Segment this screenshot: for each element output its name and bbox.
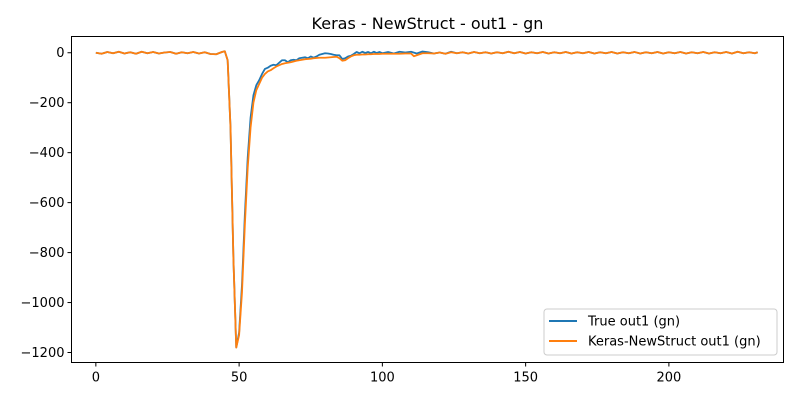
legend-label-true: True out1 (gn) — [587, 315, 680, 330]
y-tick-label: 0 — [56, 46, 64, 61]
series-line-1 — [95, 50, 759, 349]
plot-area — [71, 36, 784, 363]
legend-label-keras: Keras-NewStruct out1 (gn) — [588, 335, 761, 350]
y-tick-label: −600 — [29, 196, 65, 211]
y-tick-label: −1200 — [21, 346, 65, 361]
y-tick-label: −400 — [29, 146, 65, 161]
series-lines — [95, 50, 759, 349]
x-tick-label: 150 — [513, 371, 538, 386]
x-tick-label: 200 — [656, 371, 681, 386]
y-tick-label: −800 — [29, 246, 65, 261]
legend: True out1 (gn) Keras-NewStruct out1 (gn) — [543, 308, 778, 356]
axes — [71, 36, 784, 363]
chart-title: Keras - NewStruct - out1 - gn — [312, 14, 544, 33]
legend-box — [543, 308, 778, 356]
y-axis-ticks: 0 −200 −400 −600 −800 −1000 −1200 — [21, 46, 72, 361]
y-tick-label: −200 — [29, 96, 65, 111]
y-tick-label: −1000 — [21, 296, 65, 311]
axes-frame — [71, 36, 784, 363]
x-tick-label: 50 — [231, 371, 248, 386]
x-tick-label: 0 — [92, 371, 100, 386]
x-tick-label: 100 — [370, 371, 395, 386]
x-axis-ticks: 0 50 100 150 200 — [92, 362, 681, 386]
